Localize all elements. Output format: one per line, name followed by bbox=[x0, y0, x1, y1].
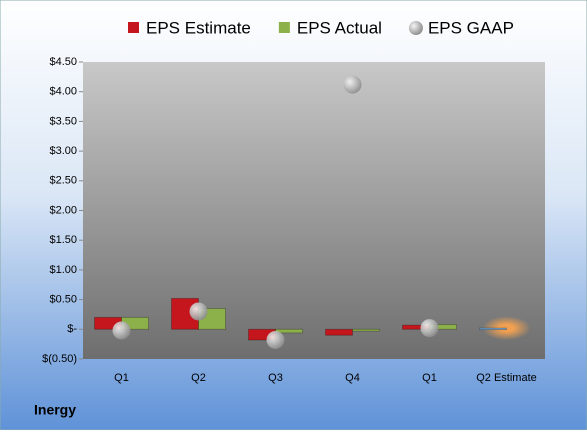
legend-label: EPS Estimate bbox=[146, 18, 251, 37]
x-tick-label: Q2 Estimate bbox=[476, 372, 537, 384]
legend-swatch bbox=[278, 22, 290, 33]
y-tick-label: $3.50 bbox=[49, 115, 77, 127]
legend-swatch bbox=[408, 21, 423, 35]
legend-label: EPS Actual bbox=[297, 18, 382, 37]
y-tick-label: $1.50 bbox=[49, 234, 77, 246]
bar bbox=[325, 328, 353, 336]
x-tick-label: Q1 bbox=[422, 372, 437, 384]
gaap-point bbox=[343, 75, 362, 94]
y-tick-label: $0.50 bbox=[49, 294, 77, 306]
y-tick-label: $2.50 bbox=[49, 175, 77, 187]
y-tick-label: $1.00 bbox=[49, 264, 77, 276]
y-tick-label: $4.50 bbox=[49, 56, 77, 68]
y-tick-label: $(0.50) bbox=[42, 353, 77, 365]
y-tick-label: $3.00 bbox=[49, 145, 77, 157]
x-tick-label: Q1 bbox=[114, 372, 129, 384]
y-tick-label: $- bbox=[67, 323, 77, 335]
gaap-point bbox=[112, 321, 131, 340]
legend-label: EPS GAAP bbox=[428, 18, 514, 37]
gaap-point bbox=[266, 330, 285, 349]
y-tick-label: $4.00 bbox=[49, 86, 77, 98]
y-tick-label: $2.00 bbox=[49, 204, 77, 216]
gaap-point bbox=[189, 302, 208, 321]
x-tick-label: Q2 bbox=[191, 372, 206, 384]
x-tick-label: Q3 bbox=[268, 372, 283, 384]
gaap-point bbox=[420, 319, 439, 338]
company-name: Inergy bbox=[34, 402, 76, 418]
plot-area bbox=[83, 62, 545, 359]
x-tick-label: Q4 bbox=[345, 372, 360, 384]
bar bbox=[479, 327, 507, 331]
legend-swatch bbox=[128, 22, 139, 33]
bar bbox=[352, 328, 380, 332]
